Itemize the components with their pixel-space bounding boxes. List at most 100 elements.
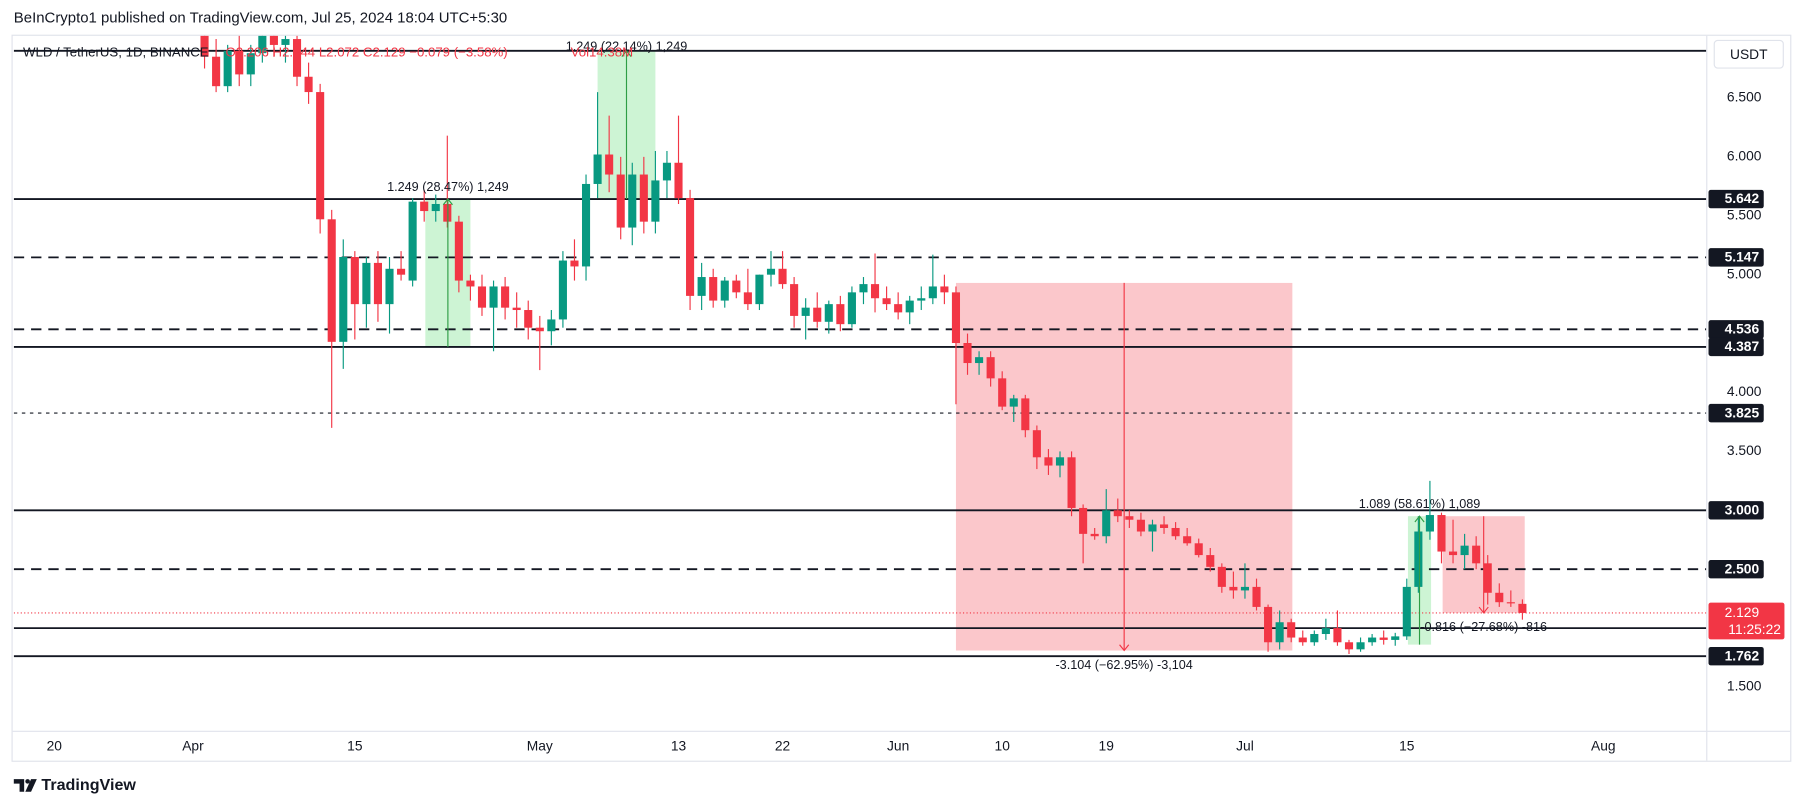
candle-body — [524, 310, 533, 328]
candle-body — [1206, 555, 1215, 567]
chart-frame — [11, 34, 1792, 762]
candle-body — [917, 298, 926, 301]
range-arrow-head — [1119, 644, 1130, 652]
candle-body — [1368, 637, 1377, 643]
x-tick-label: May — [527, 738, 553, 753]
candle-body — [928, 286, 937, 299]
candle-body — [1113, 510, 1122, 517]
candle-body — [1391, 636, 1400, 640]
candle-body — [651, 180, 660, 222]
candle-body — [720, 280, 729, 301]
candle-body — [743, 292, 752, 305]
attribution: BeInCrypto1 published on TradingView.com… — [14, 10, 507, 27]
candle-body — [998, 378, 1007, 407]
overlay: 1.249 (28.47%) 1,249 1.249 (22.14%) 1,249… — [387, 40, 1785, 672]
candle-body — [327, 219, 336, 342]
candle-body — [1287, 622, 1296, 638]
candle-body — [1333, 628, 1342, 643]
candle-body — [350, 257, 359, 305]
candle-body — [558, 260, 567, 320]
candle-body — [1229, 586, 1238, 591]
x-tick-label: Jul — [1236, 738, 1254, 753]
candle-body — [316, 92, 325, 220]
candle-body — [339, 257, 348, 342]
level-label-box — [1708, 337, 1764, 357]
candle-body — [1044, 457, 1053, 466]
candle-body — [1136, 519, 1145, 532]
range-arrow-head — [442, 198, 453, 206]
x-tick-label: 22 — [775, 738, 790, 753]
candle-body — [1425, 515, 1434, 532]
candle-body — [1298, 637, 1307, 643]
level-label-box — [1708, 560, 1764, 579]
level-label: 3.000 — [1725, 503, 1760, 518]
candle-body — [870, 284, 880, 299]
candle-body — [420, 201, 429, 212]
candle-body — [790, 284, 799, 316]
candle-body — [1090, 533, 1099, 537]
countdown: 11:25:22 — [1728, 622, 1781, 637]
range-arrow-head — [621, 49, 632, 57]
candle-body — [1472, 545, 1481, 564]
candle-body — [304, 76, 313, 93]
level-label-box — [1708, 403, 1764, 423]
level-label: 5.642 — [1725, 191, 1760, 206]
candle-body — [454, 221, 463, 281]
candle-body — [1171, 527, 1180, 537]
candle-body — [1448, 551, 1458, 556]
candle-body — [766, 268, 776, 275]
candle-body — [570, 260, 579, 267]
candle-body — [1067, 457, 1076, 508]
level-label: 2.500 — [1725, 561, 1760, 576]
currency[interactable]: USDT — [1730, 47, 1768, 62]
x-tick-label: Aug — [1591, 738, 1616, 753]
candle-body — [1379, 637, 1388, 640]
candle-body — [1356, 642, 1365, 650]
level-label: 3.825 — [1725, 405, 1760, 420]
level-label: 5.147 — [1725, 250, 1760, 265]
candle-body — [1264, 606, 1273, 643]
level-label-box — [1708, 646, 1764, 666]
range-arrow-head — [1414, 515, 1425, 523]
range-label: 1.249 (22.14%) 1,249 — [566, 40, 688, 54]
candle-body — [836, 304, 845, 325]
candle-body — [605, 154, 614, 175]
candle-body — [443, 203, 452, 222]
candle-body — [813, 307, 822, 322]
candle-body — [512, 307, 521, 311]
legend: WLD / TetherUS, 1D, BINANCE O2.206 H2.24… — [23, 45, 633, 60]
brand-logo — [13, 779, 37, 792]
candle-body — [1495, 592, 1504, 603]
candle-body — [1102, 510, 1111, 537]
ohlc-legend: O2.206 H2.244 L2.072 C2.129 −0.079 (−3.5… — [226, 45, 508, 60]
candle-body — [894, 304, 903, 313]
level-label: 4.387 — [1725, 339, 1760, 354]
candle-body — [1217, 566, 1226, 587]
x-tick-label: 10 — [995, 738, 1011, 753]
range-label: -3.104 (−62.95%) -3,104 — [1055, 658, 1192, 672]
range-label: -0.816 (−27.68%) -816 — [1420, 620, 1547, 634]
last-price-label: 2.129 — [1725, 605, 1760, 620]
candle-body — [1125, 516, 1134, 520]
y-tick-label: 6.000 — [1727, 149, 1762, 164]
candle-body — [662, 162, 671, 181]
volume: Vol14.38M — [571, 45, 633, 60]
candle-body — [581, 183, 591, 267]
candle-body — [1021, 398, 1030, 431]
candle-body — [1402, 586, 1411, 637]
candle-body — [859, 284, 868, 293]
candle-body — [223, 50, 232, 87]
currency-button[interactable] — [1713, 39, 1784, 69]
candle-body — [674, 162, 683, 199]
level-label: 4.536 — [1725, 322, 1760, 337]
x-tick-label: 20 — [47, 738, 63, 753]
candle-body — [986, 357, 995, 379]
y-tick-label: 6.500 — [1727, 90, 1762, 105]
candle-body — [1310, 634, 1319, 643]
candle-body — [628, 174, 637, 228]
candle-body — [489, 286, 498, 308]
x-tick-label: Jun — [887, 738, 909, 753]
candle-body — [1344, 642, 1354, 650]
candle-body — [1460, 545, 1469, 556]
